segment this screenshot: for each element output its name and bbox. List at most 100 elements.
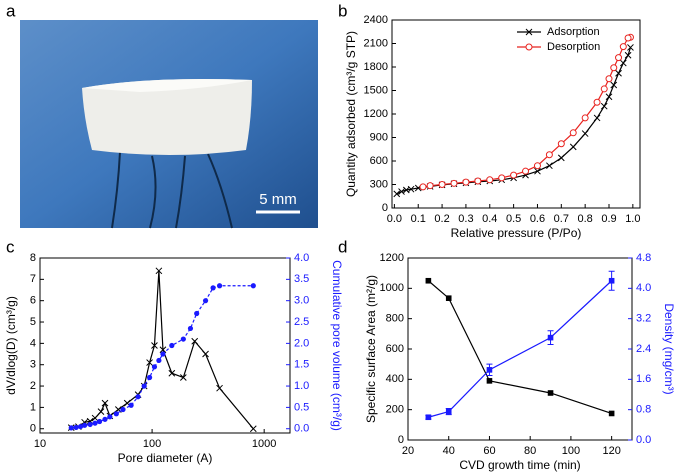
data-point — [419, 183, 427, 191]
data-point — [210, 285, 216, 291]
data-point — [101, 399, 109, 407]
x-axis-label: Relative pressure (P/Po) — [451, 226, 582, 240]
x-axis-label: Pore diameter (A) — [118, 451, 213, 465]
x-tick-label: 0.9 — [601, 213, 616, 225]
data-point — [426, 182, 434, 190]
data-point — [547, 334, 554, 341]
y-tick-label: 200 — [386, 404, 404, 416]
y-tick-label: 6 — [30, 295, 36, 307]
y2-tick-label: 3.5 — [294, 273, 309, 285]
data-point — [398, 188, 405, 195]
data-point — [87, 421, 93, 428]
y2-tick-label: 4.0 — [294, 252, 309, 264]
photo: 5 mm — [20, 20, 318, 229]
x-tick-label: 0.8 — [578, 213, 593, 225]
data-point — [249, 425, 257, 433]
panel-label: a — [6, 1, 16, 20]
y2-tick-label: 3.2 — [636, 313, 651, 325]
data-point — [91, 414, 99, 422]
legend-label: Desorption — [547, 41, 600, 53]
data-point — [113, 411, 119, 417]
data-point — [97, 408, 105, 416]
data-point — [546, 162, 553, 170]
y-tick-label: 4 — [30, 337, 36, 349]
x-tick-label: 0.2 — [434, 213, 449, 225]
data-point — [522, 167, 530, 175]
data-point — [425, 277, 432, 284]
data-point — [610, 81, 618, 89]
data-point — [445, 408, 452, 415]
data-point — [615, 54, 623, 62]
x-tick-label: 1.0 — [625, 213, 640, 225]
y2-tick-label: 0.8 — [636, 404, 651, 416]
y-tick-label: 2400 — [364, 14, 388, 26]
data-point — [557, 140, 565, 148]
data-point — [581, 114, 589, 122]
data-point — [107, 414, 113, 420]
data-point — [169, 342, 175, 349]
data-point — [438, 181, 446, 188]
y-axis-label: Quantity adsorbed (cm³/g STP) — [344, 31, 358, 197]
data-point — [627, 44, 634, 51]
y2-axis-label: Cumulative pore volume (cm³/g) — [330, 260, 344, 431]
x-tick-label: 0.6 — [530, 213, 545, 225]
y2-tick-label: 2.4 — [636, 343, 651, 355]
x-tick-label: 0.0 — [387, 213, 402, 225]
y2-tick-label: 2.0 — [294, 337, 309, 349]
x-tick-label: 60 — [483, 445, 495, 457]
data-point — [393, 190, 401, 198]
data-point — [593, 98, 601, 106]
y2-tick-label: 0.0 — [636, 434, 651, 446]
data-point — [608, 277, 615, 284]
y-tick-label: 1000 — [380, 282, 404, 294]
data-point — [68, 425, 74, 431]
legend-marker — [525, 43, 533, 51]
data-point — [600, 85, 608, 93]
data-point — [610, 64, 618, 72]
scale-bar-label: 5 mm — [259, 191, 297, 208]
y-tick-label: 0 — [398, 434, 404, 446]
data-point — [202, 350, 209, 358]
y-tick-label: 1800 — [364, 61, 388, 73]
panel-label: b — [338, 1, 347, 20]
data-point — [593, 114, 601, 122]
data-point — [92, 420, 98, 426]
legend-label: Adsorption — [547, 26, 600, 38]
data-point — [450, 179, 458, 187]
panel-label: d — [338, 237, 347, 256]
x-tick-label: 0.1 — [411, 213, 426, 225]
data-point — [600, 102, 608, 110]
data-point — [146, 374, 153, 381]
data-point — [486, 176, 494, 184]
x-tick-label: 120 — [602, 445, 620, 457]
y-tick-label: 1200 — [364, 108, 388, 120]
y2-tick-label: 1.6 — [636, 373, 651, 385]
y2-tick-label: 3.0 — [294, 295, 309, 307]
data-point — [250, 283, 256, 289]
data-point — [151, 342, 158, 349]
data-point — [102, 416, 108, 422]
x-tick-label: 100 — [562, 445, 580, 457]
y2-tick-label: 0.0 — [294, 423, 309, 435]
series-line — [422, 36, 631, 188]
y-tick-label: 800 — [386, 313, 404, 325]
y2-axis-label: Density (mg/cm³) — [662, 303, 676, 394]
series-line — [427, 280, 612, 415]
data-point — [179, 374, 187, 381]
data-point — [624, 34, 632, 42]
data-point — [445, 295, 452, 301]
data-point — [486, 378, 493, 384]
data-point — [180, 336, 186, 342]
data-point — [624, 51, 632, 59]
sponge-top — [82, 79, 252, 92]
data-point — [120, 406, 126, 413]
data-point — [146, 359, 153, 366]
x-tick-label: 0.5 — [506, 213, 521, 225]
x-tick-label: 0.7 — [554, 213, 569, 225]
y-tick-label: 5 — [30, 316, 36, 328]
x-tick-label: 40 — [443, 445, 455, 457]
data-point — [156, 357, 162, 364]
data-point — [474, 177, 482, 185]
y-tick-label: 7 — [30, 273, 36, 285]
